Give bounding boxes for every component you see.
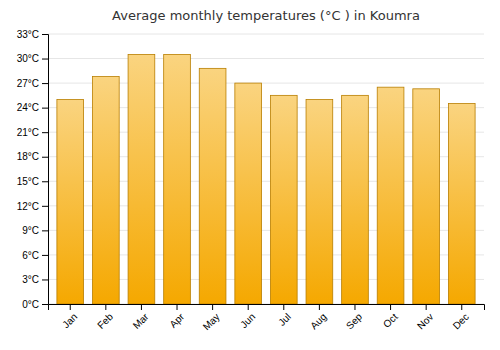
y-tick-mark xyxy=(42,206,48,207)
y-tick: 33°C xyxy=(17,29,48,40)
bar xyxy=(377,87,404,304)
x-tick-mark xyxy=(141,304,142,310)
x-tick-label: Jan xyxy=(60,311,79,330)
bars xyxy=(57,54,475,304)
y-tick: 27°C xyxy=(17,78,48,89)
y-tick-mark xyxy=(42,255,48,256)
bar xyxy=(199,68,226,304)
x-tick: Oct xyxy=(381,304,400,330)
y-tick: 18°C xyxy=(17,151,48,162)
x-tick: Jan xyxy=(60,304,79,330)
x-tick: Mar xyxy=(131,304,151,331)
x-tick: Nov xyxy=(415,304,435,331)
x-axis-line xyxy=(49,305,485,311)
x-tick-mark xyxy=(461,304,462,310)
x-tick-label: Dec xyxy=(451,311,471,331)
x-tick-label: Nov xyxy=(415,311,435,331)
x-tick-label: Feb xyxy=(95,311,115,331)
x-tick-mark xyxy=(283,304,284,310)
y-tick-label: 24°C xyxy=(17,102,39,113)
x-tick-label: Oct xyxy=(381,311,400,330)
x-tick: Jun xyxy=(238,304,257,330)
y-tick-mark xyxy=(42,279,48,280)
x-tick-label: Apr xyxy=(167,311,186,330)
y-tick-label: 9°C xyxy=(22,225,39,236)
x-tick: Aug xyxy=(308,304,328,331)
x-tick-label: Jun xyxy=(238,311,257,330)
bar xyxy=(92,77,119,304)
x-tick: Dec xyxy=(451,304,471,331)
x-tick: Apr xyxy=(167,304,186,330)
y-tick-label: 15°C xyxy=(17,176,39,187)
y-tick-label: 33°C xyxy=(17,29,39,40)
y-tick-mark xyxy=(42,181,48,182)
y-tick: 21°C xyxy=(17,127,48,138)
y-tick-label: 18°C xyxy=(17,151,39,162)
y-axis-line xyxy=(42,35,49,305)
chart: 0°C 3°C 6°C 9°C 12°C 15°C 18°C 21°C 24°C 27°C 30°C… xyxy=(0,0,500,350)
title: Average monthly temperatures (°C ) in Ko… xyxy=(112,8,420,23)
y-tick-label: 21°C xyxy=(17,127,39,138)
y-tick-label: 30°C xyxy=(17,53,39,64)
x-tick: Sep xyxy=(344,304,365,331)
x-tick-label: Aug xyxy=(308,311,328,331)
x-tick-mark xyxy=(70,304,71,310)
bar xyxy=(270,95,297,304)
y-tick-mark xyxy=(42,34,48,35)
y-tick-label: 6°C xyxy=(22,250,39,261)
x-tick-mark xyxy=(105,304,106,310)
y-tick: 6°C xyxy=(22,250,48,261)
x-tick-mark xyxy=(426,304,427,310)
y-tick: 9°C xyxy=(22,225,48,236)
x-tick-mark xyxy=(319,304,320,310)
y-tick: 24°C xyxy=(17,102,48,113)
y-tick-label: 12°C xyxy=(17,201,39,212)
bar xyxy=(128,54,155,304)
x-tick: May xyxy=(201,304,222,332)
grid-line xyxy=(48,58,484,59)
bar xyxy=(57,99,84,304)
x-tick-label: Mar xyxy=(131,311,151,331)
x-tick: Feb xyxy=(95,304,115,331)
y-tick-label: 0°C xyxy=(22,299,39,310)
y-tick: 0°C xyxy=(22,299,48,310)
bar xyxy=(235,83,262,304)
grid-line xyxy=(48,34,484,35)
x-tick-label: Sep xyxy=(344,311,365,332)
x-tick-label: May xyxy=(201,311,222,332)
x-tick-label: Jul xyxy=(276,311,293,328)
y-tick-label: 3°C xyxy=(22,274,39,285)
grid xyxy=(48,34,484,304)
bar xyxy=(306,99,333,304)
y-tick: 12°C xyxy=(17,201,48,212)
x-tick-mark xyxy=(212,304,213,310)
y-tick: 3°C xyxy=(22,274,48,285)
x-tick-mark xyxy=(177,304,178,310)
y-tick-label: 27°C xyxy=(17,78,39,89)
x-tick: Jul xyxy=(276,304,293,328)
y-tick-mark xyxy=(42,157,48,158)
y-tick-mark xyxy=(42,59,48,60)
y-axis: 0°C 3°C 6°C 9°C 12°C 15°C 18°C 21°C 24°C 27°C 30°C… xyxy=(17,29,49,310)
y-tick-mark xyxy=(42,83,48,84)
y-tick-mark xyxy=(42,304,48,305)
y-tick: 30°C xyxy=(17,53,48,64)
plot: 0°C 3°C 6°C 9°C 12°C 15°C 18°C 21°C 24°C 27°C 30°C… xyxy=(17,29,485,333)
x-tick-mark xyxy=(390,304,391,310)
bar xyxy=(342,95,369,304)
x-axis: Jan Feb Mar Apr May Jun Jul Aug Sep Oct Nov Dec xyxy=(49,304,485,332)
bar xyxy=(164,54,191,304)
x-tick-mark xyxy=(248,304,249,310)
y-tick-mark xyxy=(42,230,48,231)
y-tick-mark xyxy=(42,132,48,133)
bar xyxy=(413,89,440,304)
y-tick-mark xyxy=(42,108,48,109)
bar xyxy=(448,104,475,304)
y-tick: 15°C xyxy=(17,176,48,187)
x-tick-mark xyxy=(354,304,355,310)
